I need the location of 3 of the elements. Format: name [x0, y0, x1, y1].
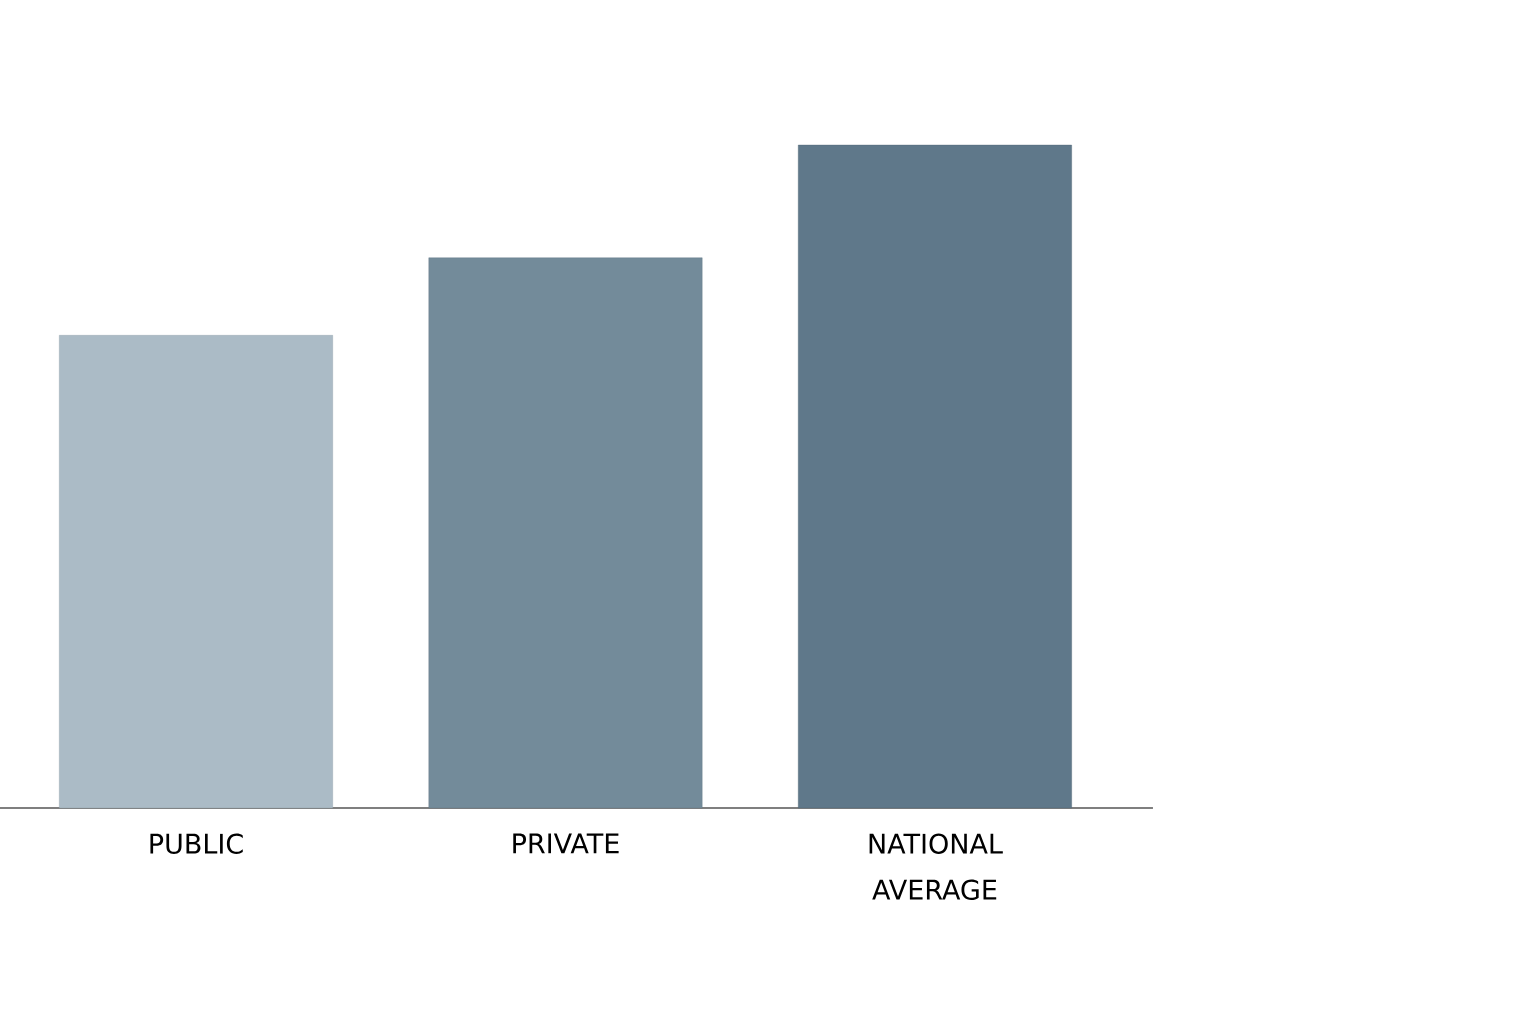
x-tick-label: PUBLIC [150, 833, 243, 854]
x-tick-label: NATIONAL AVERAGE [869, 833, 1003, 900]
x-tick-label: PRIVATE [513, 833, 619, 854]
